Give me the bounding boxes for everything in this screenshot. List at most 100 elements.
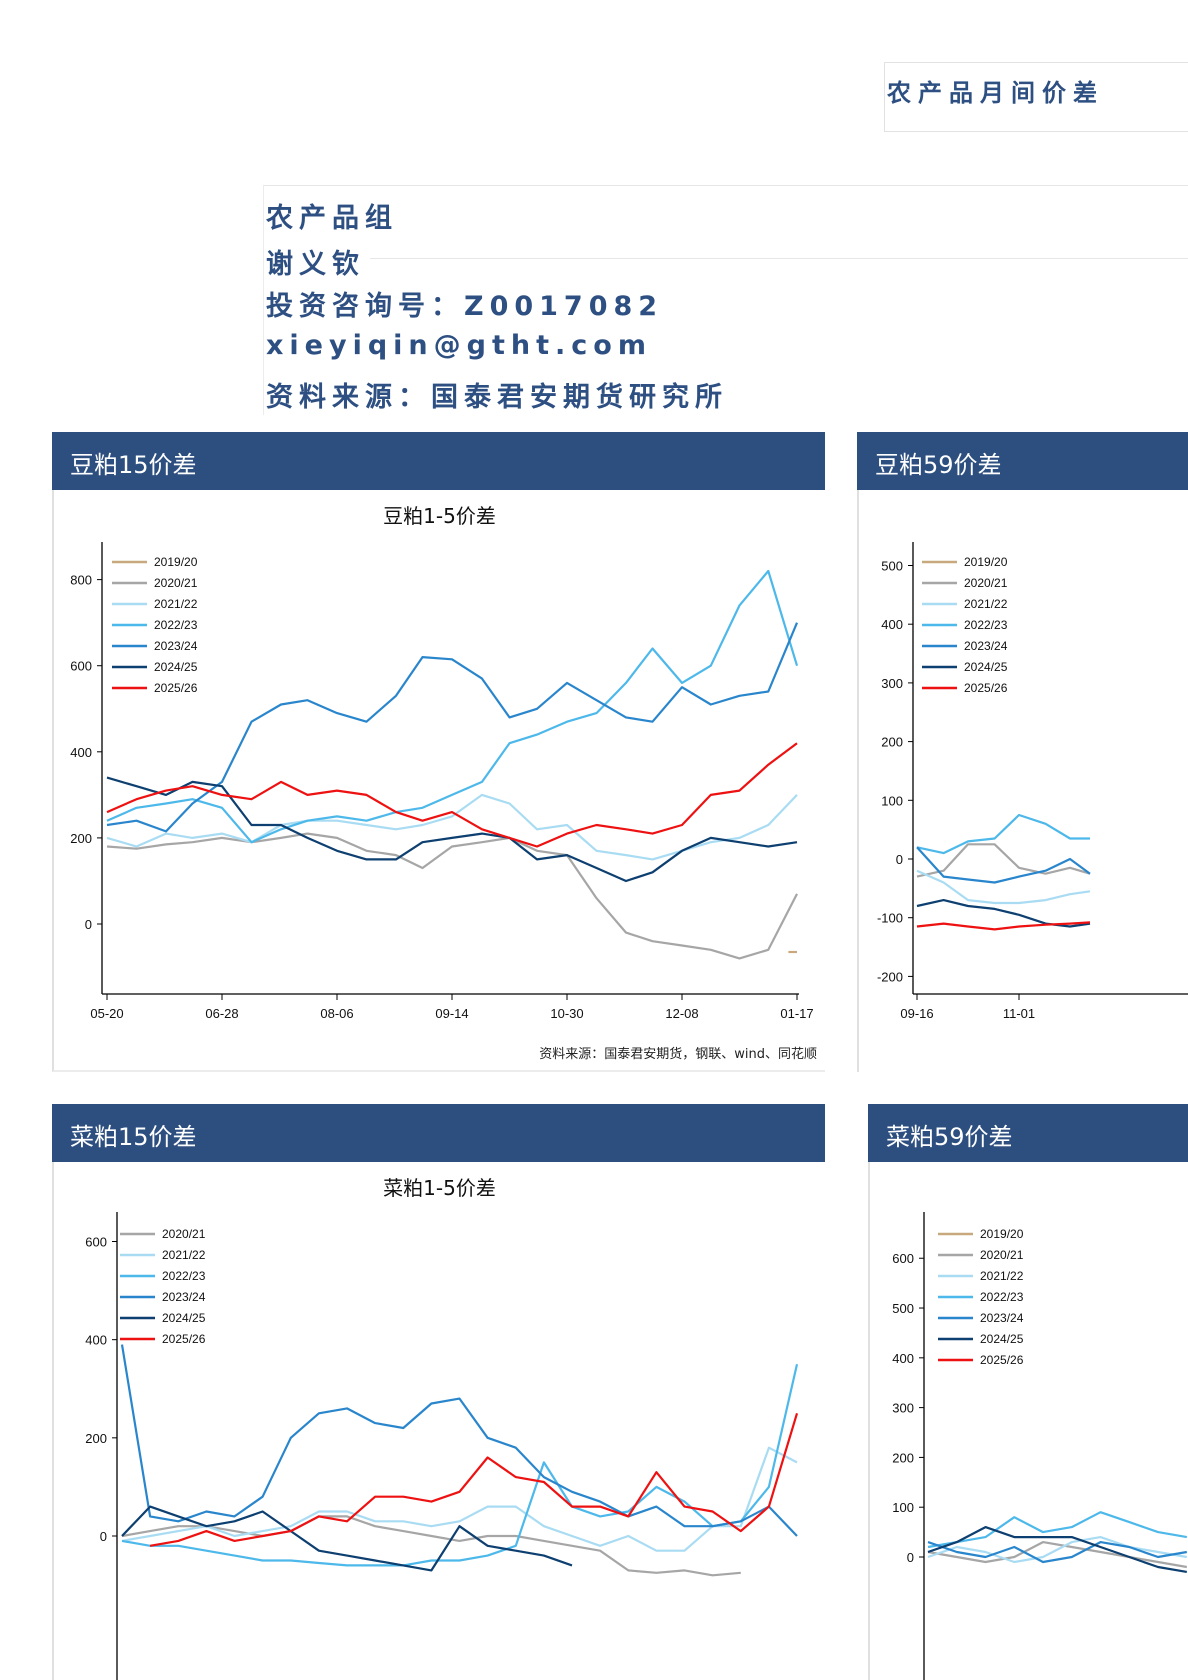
panel-rapeseed-meal-5-9: 菜粕59价差 0 100 200 300 400 500 600 2019/20 2020/21… xyxy=(868,1104,1188,1680)
series-line-2024-25 xyxy=(916,899,1091,928)
series-line-2022-23 xyxy=(106,569,799,844)
chart-area: 0 100 200 300 400 500 600 2019/20 2020/21 2021/22… xyxy=(868,1162,1188,1680)
legend-label: 2023/24 xyxy=(964,639,1008,653)
line-chart: -200 -100 0 100 200 300 400 500 09-16 11-01 2019/2… xyxy=(877,542,1188,1021)
chart-title: 豆粕1-5价差 xyxy=(383,504,496,528)
y-tick-label: 400 xyxy=(881,617,903,632)
series-line-2021-22 xyxy=(121,1446,798,1552)
panel-header: 豆粕59价差 xyxy=(857,432,1188,490)
panel-header: 豆粕15价差 xyxy=(52,432,825,490)
y-tick-label: 200 xyxy=(85,1431,107,1446)
legend-label: 2019/20 xyxy=(964,555,1008,569)
chart-area: 0 200 400 600 800 05-20 06-28 08-06 09-14 10-30 12… xyxy=(52,490,825,1072)
legend-label: 2020/21 xyxy=(162,1227,206,1241)
legend-label: 2021/22 xyxy=(980,1269,1024,1283)
series-line-2024-25 xyxy=(927,1526,1187,1573)
y-tick-label: 0 xyxy=(100,1529,107,1544)
license-number: 投资咨询号：Z0017082 xyxy=(266,291,664,322)
legend-label: 2024/25 xyxy=(162,1311,206,1325)
legend-label: 2020/21 xyxy=(964,576,1008,590)
y-tick-label: 600 xyxy=(85,1235,107,1250)
panel-title: 菜粕59价差 xyxy=(886,1123,1013,1151)
line-chart: 0 200 400 600 800 05-20 06-28 08-06 09-14 10-30 12… xyxy=(70,542,814,1021)
legend-label: 2023/24 xyxy=(154,639,198,653)
x-tick-label: 10-30 xyxy=(550,1006,583,1021)
y-tick-label: 0 xyxy=(907,1550,914,1565)
series-line-2025-26 xyxy=(149,1412,799,1547)
panel-title: 菜粕15价差 xyxy=(70,1123,197,1151)
legend-label: 2022/23 xyxy=(964,618,1008,632)
series-line-2020-21 xyxy=(916,843,1091,878)
legend-label: 2021/22 xyxy=(964,597,1008,611)
series-line-2021-22 xyxy=(927,1536,1187,1564)
legend-label: 2021/22 xyxy=(162,1248,206,1262)
y-tick-label: 0 xyxy=(896,852,903,867)
team-name: 农产品组 xyxy=(266,203,398,234)
series-line-2025-26 xyxy=(106,742,798,848)
series-line-2020-21 xyxy=(121,1515,741,1577)
y-tick-label: 300 xyxy=(892,1401,914,1416)
x-tick-label: 09-14 xyxy=(435,1006,468,1021)
y-tick-label: 200 xyxy=(892,1450,914,1465)
document-title: 农产品月间价差 xyxy=(887,79,1104,107)
x-tick-label: 09-16 xyxy=(900,1006,933,1021)
legend-label: 2025/26 xyxy=(154,681,198,695)
y-tick-label: 300 xyxy=(881,676,903,691)
legend-label: 2023/24 xyxy=(162,1290,206,1304)
x-tick-label: 01-17 xyxy=(780,1006,813,1021)
y-tick-label: 500 xyxy=(892,1301,914,1316)
plot-area xyxy=(120,1344,799,1577)
series-line-2021-22 xyxy=(916,869,1091,905)
series-line-2020-21 xyxy=(927,1541,1187,1569)
analyst-name: 谢义钦 xyxy=(266,249,365,280)
legend-label: 2020/21 xyxy=(154,576,198,590)
series-line-2024-25 xyxy=(121,1505,573,1572)
y-tick-label: 500 xyxy=(881,558,903,573)
y-tick-label: 0 xyxy=(85,917,92,932)
plot-area xyxy=(927,1511,1187,1573)
y-tick-label: 400 xyxy=(85,1333,107,1348)
y-tick-label: 800 xyxy=(70,573,92,588)
panel-title: 豆粕15价差 xyxy=(70,451,197,479)
series-line-2020-21 xyxy=(106,832,798,960)
series-line-2023-24 xyxy=(927,1541,1187,1564)
legend-label: 2023/24 xyxy=(980,1311,1024,1325)
legend-label: 2022/23 xyxy=(162,1269,206,1283)
legend-label: 2025/26 xyxy=(964,681,1008,695)
legend-label: 2025/26 xyxy=(162,1332,206,1346)
divider xyxy=(370,258,1188,259)
x-tick-label: 05-20 xyxy=(90,1006,123,1021)
legend-label: 2024/25 xyxy=(154,660,198,674)
legend-label: 2020/21 xyxy=(980,1248,1024,1262)
y-tick-label: 100 xyxy=(881,793,903,808)
y-tick-label: 600 xyxy=(70,659,92,674)
legend-label: 2019/20 xyxy=(980,1227,1024,1241)
legend-label: 2024/25 xyxy=(980,1332,1024,1346)
series-line-2022-23 xyxy=(121,1363,799,1567)
x-tick-label: 06-28 xyxy=(205,1006,238,1021)
series-line-2022-23 xyxy=(916,813,1090,855)
document-title-box: 农产品月间价差 xyxy=(884,62,1188,132)
legend-label: 2024/25 xyxy=(964,660,1008,674)
y-tick-label: 400 xyxy=(70,745,92,760)
x-tick-label: 12-08 xyxy=(665,1006,698,1021)
y-tick-label: 200 xyxy=(70,831,92,846)
chart-area: 0 200 400 600 2020/21 2021/22 2022/23 2023/24 20… xyxy=(52,1162,825,1680)
y-tick-label: 400 xyxy=(892,1351,914,1366)
chart-title: 菜粕1-5价差 xyxy=(383,1176,496,1200)
chart-area: -200 -100 0 100 200 300 400 500 09-16 11-01 2019/2… xyxy=(857,490,1188,1072)
plot-area xyxy=(916,813,1091,931)
panel-rapeseed-meal-1-5: 菜粕15价差 0 200 400 600 2020/21 2021/22 2022/23 20… xyxy=(52,1104,825,1680)
line-chart: 0 200 400 600 2020/21 2021/22 2022/23 2023/24 20… xyxy=(85,1212,799,1680)
panel-soymeal-5-9: 豆粕59价差 -200 -100 0 100 200 300 400 500 09-16 11-0… xyxy=(857,432,1188,1072)
y-tick-label: 100 xyxy=(892,1500,914,1515)
series-line-2023-24 xyxy=(120,1344,798,1537)
x-tick-label: 11-01 xyxy=(1003,1006,1035,1021)
series-line-2025-26 xyxy=(916,921,1091,931)
panel-header: 菜粕59价差 xyxy=(868,1104,1188,1162)
source-note: 资料来源：国泰君安期货，钢联、wind、同花顺 xyxy=(539,1047,817,1062)
legend-label: 2021/22 xyxy=(154,597,198,611)
panel-soymeal-1-5: 豆粕15价差 0 200 400 600 800 05-20 06-28 08-06 09-14… xyxy=(52,432,825,1072)
analyst-email: xieyiqin@gtht.com xyxy=(266,330,652,361)
data-source-line: 资料来源：国泰君安期货研究所 xyxy=(266,382,728,413)
